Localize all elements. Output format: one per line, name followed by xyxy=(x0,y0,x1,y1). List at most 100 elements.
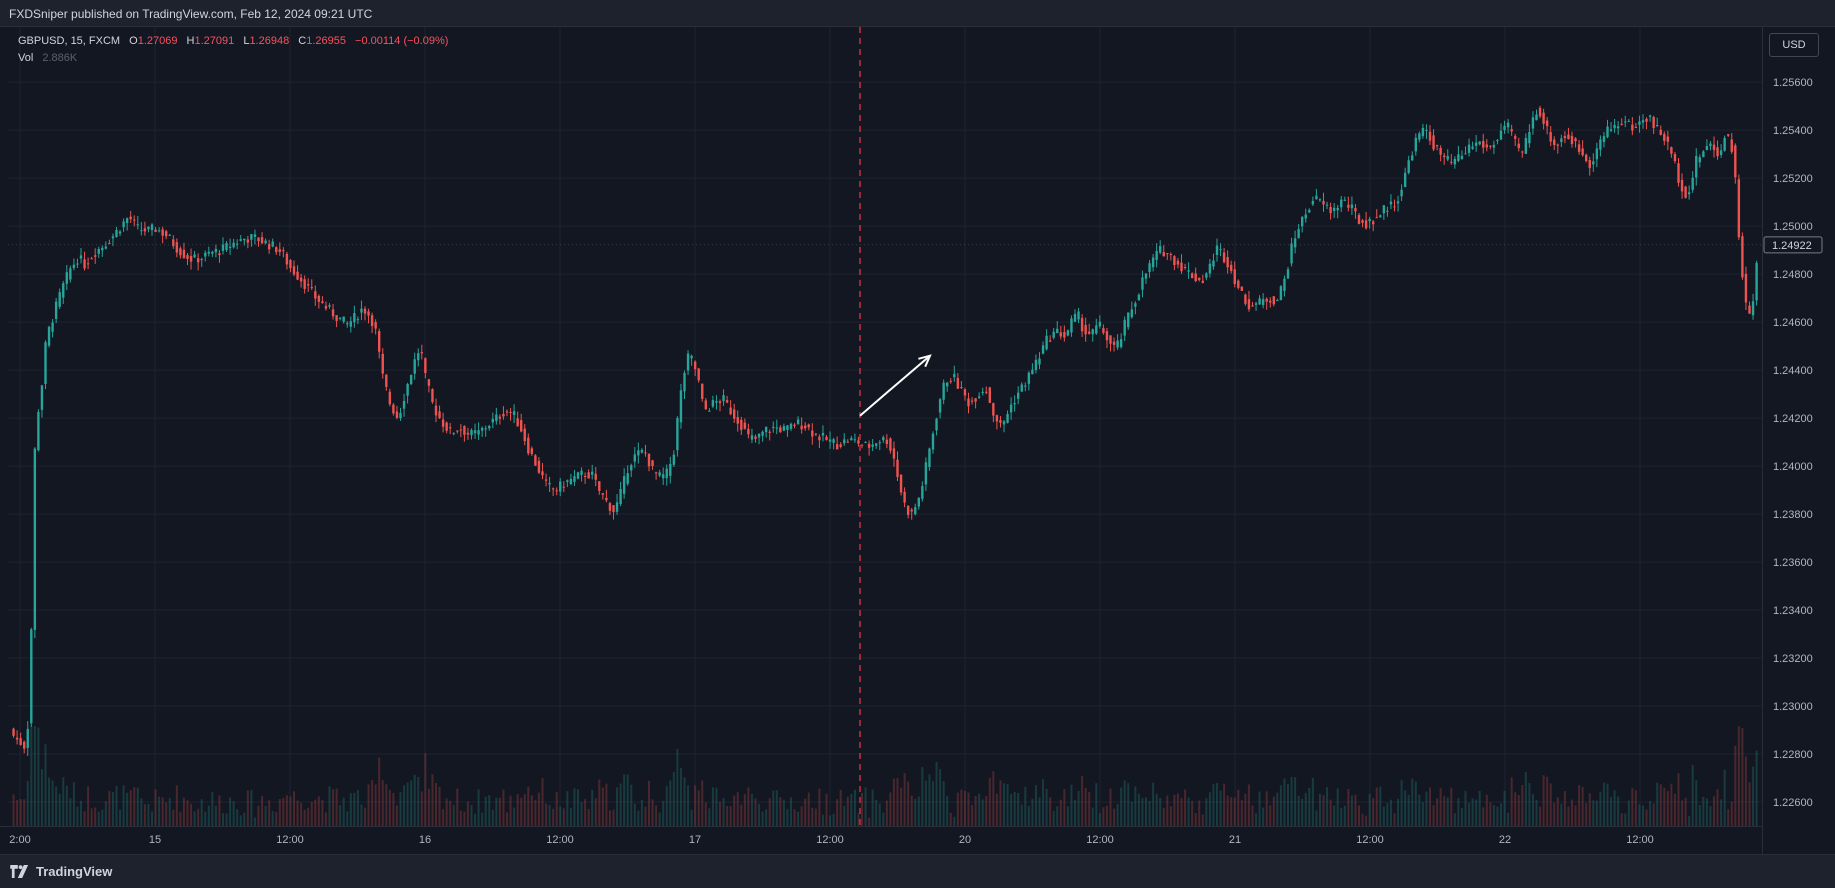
candle-body xyxy=(906,506,910,515)
volume-bar xyxy=(1677,773,1680,826)
candle-body xyxy=(960,387,963,389)
candle-body xyxy=(30,629,33,724)
candle-body xyxy=(211,251,214,254)
volume-bar xyxy=(790,797,792,826)
candle-body xyxy=(885,439,889,444)
volume-bar xyxy=(772,790,775,826)
candle-body xyxy=(1521,151,1524,153)
volume-bar xyxy=(257,805,260,826)
candle-body xyxy=(157,230,161,232)
candle-body xyxy=(1190,273,1194,278)
volume-bar xyxy=(90,808,93,826)
candle-body xyxy=(1645,118,1648,122)
volume-bar xyxy=(1223,783,1226,826)
volume-bar xyxy=(136,787,139,826)
volume-bar xyxy=(1407,794,1410,826)
currency-button[interactable]: USD xyxy=(1769,33,1819,57)
candle-body xyxy=(221,244,225,251)
volume-bar xyxy=(545,803,548,826)
candle-body xyxy=(1144,273,1148,279)
candle-body xyxy=(860,444,864,446)
candle-body xyxy=(1212,260,1215,267)
candle-body xyxy=(33,448,37,630)
candle-body xyxy=(949,380,952,382)
volume-bar xyxy=(655,805,658,826)
candle-body xyxy=(1514,136,1517,139)
volume-bar xyxy=(1521,784,1524,826)
volume-bar xyxy=(314,799,317,826)
candle-body xyxy=(1460,155,1464,160)
volume-label[interactable]: Vol xyxy=(18,52,34,64)
candle-body xyxy=(470,429,473,436)
candle-body xyxy=(1744,273,1748,303)
volume-bar xyxy=(51,780,54,826)
volume-bar xyxy=(1024,786,1027,826)
volume-bar xyxy=(1709,806,1712,826)
volume-bar xyxy=(758,803,761,826)
candle-body xyxy=(921,486,924,499)
candle-body xyxy=(931,433,935,450)
candle-body xyxy=(1265,298,1268,302)
candle-body xyxy=(1581,148,1584,156)
symbol-label[interactable]: GBPUSD, 15, FXCM xyxy=(18,35,121,47)
candle-body xyxy=(569,478,573,485)
volume-bar xyxy=(1010,793,1013,826)
candle-body xyxy=(1027,372,1031,384)
price-chart[interactable]: 1.22600 1.22800 1.23000 1.23200 1.23400 1.236… xyxy=(0,27,1835,854)
candle-body xyxy=(94,255,97,257)
candle-body xyxy=(62,283,65,298)
price-tick-label: 1.24800 xyxy=(1773,269,1813,281)
candle-body xyxy=(534,455,537,466)
volume-bar xyxy=(58,793,61,826)
volume-bar xyxy=(1450,787,1453,826)
volume-bar xyxy=(1436,798,1439,826)
volume-bar xyxy=(30,726,33,826)
candle-body xyxy=(935,418,938,431)
candle-body xyxy=(1180,262,1183,272)
volume-bar xyxy=(1354,794,1357,826)
candle-body xyxy=(1208,263,1212,274)
volume-bar xyxy=(1698,804,1701,826)
candle-body xyxy=(654,472,658,474)
volume-bar xyxy=(87,786,90,826)
tradingview-brand[interactable]: TradingView xyxy=(10,864,112,879)
candle-body xyxy=(54,301,58,319)
volume-bar xyxy=(562,808,565,826)
volume-bar xyxy=(1457,798,1460,826)
candle-body xyxy=(1389,201,1393,205)
volume-bar xyxy=(1120,787,1123,826)
candle-body xyxy=(1531,117,1535,129)
candle-body xyxy=(715,401,718,403)
volume-bar xyxy=(1272,796,1275,826)
candle-body xyxy=(779,427,782,433)
volume-bar xyxy=(1098,813,1101,826)
candle-body xyxy=(133,219,136,221)
candle-body xyxy=(1673,154,1677,162)
volume-bar xyxy=(1294,777,1297,826)
candle-body xyxy=(1695,155,1698,178)
volume-bar xyxy=(1244,793,1247,826)
volume-bars xyxy=(12,726,1758,826)
candle-body xyxy=(509,412,512,414)
candle-body xyxy=(505,411,509,413)
volume-bar xyxy=(1162,807,1165,826)
candle-body xyxy=(1244,294,1247,304)
volume-bar xyxy=(871,789,874,826)
candle-body xyxy=(150,224,154,231)
volume-bar xyxy=(910,795,913,826)
volume-bar xyxy=(1237,789,1240,826)
candle-body xyxy=(583,475,587,477)
candle-body xyxy=(693,361,697,370)
candle-body xyxy=(214,248,218,253)
volume-bar xyxy=(360,804,363,826)
candle-body xyxy=(140,230,143,232)
volume-bar xyxy=(1684,797,1687,826)
volume-bar xyxy=(1681,800,1684,826)
candle-body xyxy=(871,444,874,447)
candle-body xyxy=(1414,137,1417,152)
candle-body xyxy=(445,422,448,431)
volume-bar xyxy=(1081,775,1084,826)
volume-bar xyxy=(793,809,796,826)
volume-bar xyxy=(477,789,480,826)
candle-body xyxy=(1631,124,1634,131)
